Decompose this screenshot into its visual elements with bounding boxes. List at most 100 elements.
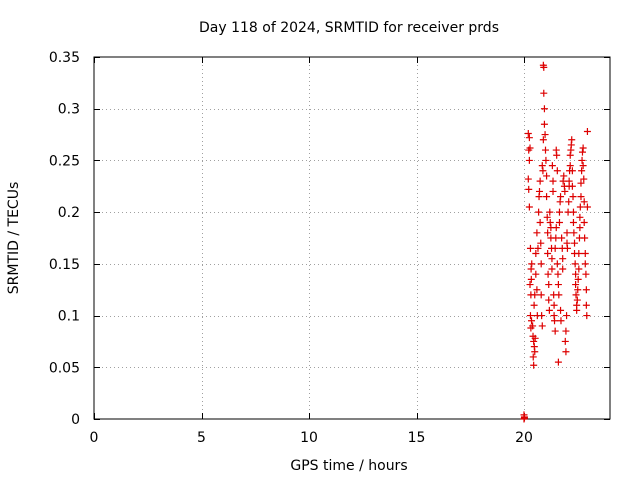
data-point <box>548 265 556 273</box>
data-point <box>543 172 551 180</box>
data-point <box>545 296 553 304</box>
data-point <box>529 353 537 361</box>
data-point <box>554 281 562 289</box>
data-point <box>535 187 543 195</box>
data-point <box>581 234 589 242</box>
data-point <box>536 177 544 185</box>
data-point <box>563 229 571 237</box>
data-point <box>548 162 556 170</box>
data-point <box>577 179 585 187</box>
data-point <box>559 255 567 263</box>
data-point <box>539 136 547 144</box>
data-point <box>543 213 551 221</box>
data-point <box>546 208 554 216</box>
data-point <box>524 130 532 138</box>
data-point <box>550 301 558 309</box>
data-point <box>545 281 553 289</box>
data-point <box>583 127 591 135</box>
data-point <box>578 156 586 164</box>
data-point <box>551 317 559 325</box>
data-point <box>583 203 591 211</box>
data-point <box>578 148 586 156</box>
data-point <box>528 260 536 268</box>
data-point <box>544 270 552 278</box>
x-axis-label: GPS time / hours <box>290 458 407 474</box>
data-point <box>530 337 538 345</box>
data-point <box>528 317 536 325</box>
data-point <box>538 312 546 320</box>
data-point <box>569 208 577 216</box>
data-point <box>578 167 586 175</box>
data-point <box>557 193 565 201</box>
data-point <box>580 175 588 183</box>
data-point <box>574 286 582 294</box>
data-point <box>534 244 542 252</box>
x-tick-label: 15 <box>408 430 426 446</box>
data-point <box>549 187 557 195</box>
data-point <box>583 312 591 320</box>
data-point <box>569 218 577 226</box>
data-point <box>552 224 560 232</box>
y-tick-label: 0.3 <box>58 102 80 118</box>
data-point <box>531 348 539 356</box>
x-tick-label: 5 <box>197 430 206 446</box>
data-point <box>520 414 528 422</box>
data-point <box>559 177 567 185</box>
data-point <box>524 175 532 183</box>
data-point <box>555 291 563 299</box>
data-point <box>572 291 580 299</box>
data-point <box>569 193 577 201</box>
data-point <box>544 229 552 237</box>
data-point <box>581 260 589 268</box>
data-point <box>565 177 573 185</box>
data-point <box>570 229 578 237</box>
data-point <box>545 306 553 314</box>
y-tick-label: 0.25 <box>49 153 80 169</box>
data-point <box>572 281 580 289</box>
data-point <box>539 167 547 175</box>
data-point <box>573 306 581 314</box>
data-point <box>561 337 569 345</box>
y-tick-label: 0.15 <box>49 257 80 273</box>
data-point <box>574 275 582 283</box>
data-point <box>527 265 535 273</box>
y-axis-label: SRMTID / TECUs <box>6 182 22 295</box>
data-point <box>573 296 581 304</box>
data-point <box>542 146 549 154</box>
data-point <box>540 105 548 113</box>
data-point <box>525 156 533 164</box>
data-point <box>576 203 584 211</box>
data-point <box>529 322 537 330</box>
x-tick-label: 20 <box>515 430 533 446</box>
data-point <box>553 151 561 159</box>
data-point <box>582 270 590 278</box>
data-point <box>535 208 543 216</box>
points-layer <box>520 61 591 423</box>
data-point <box>525 134 533 142</box>
data-point <box>526 312 534 320</box>
data-point <box>566 162 574 170</box>
data-point <box>532 270 540 278</box>
data-point <box>525 185 533 193</box>
data-point <box>551 244 559 252</box>
y-tick-label: 0.2 <box>58 205 80 221</box>
data-point <box>546 218 554 226</box>
data-point <box>571 260 579 268</box>
data-point <box>533 286 541 294</box>
data-point <box>575 250 583 258</box>
data-point <box>536 218 544 226</box>
data-point <box>538 162 546 170</box>
data-point <box>568 136 576 144</box>
chart-title: Day 118 of 2024, SRMTID for receiver prd… <box>199 20 499 36</box>
data-point <box>548 255 556 263</box>
data-point <box>540 89 548 97</box>
data-point <box>540 120 548 128</box>
grid-layer <box>94 57 610 419</box>
data-point <box>532 250 540 258</box>
data-point <box>537 239 545 247</box>
data-point <box>579 144 587 152</box>
data-point <box>530 301 538 309</box>
data-point <box>576 213 584 221</box>
data-point <box>563 244 571 252</box>
